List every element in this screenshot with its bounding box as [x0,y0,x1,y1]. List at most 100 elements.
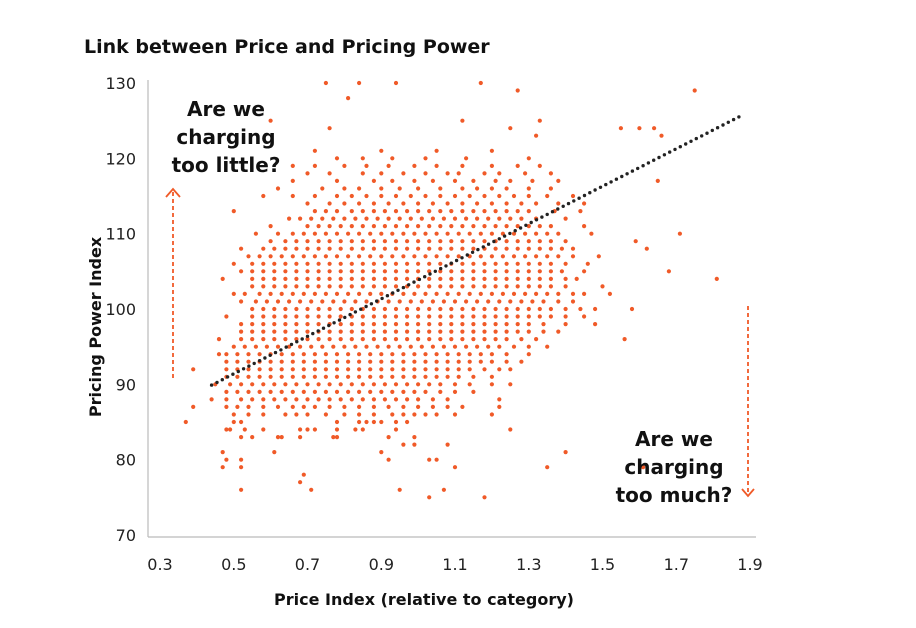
data-point [371,404,376,409]
data-point [519,216,524,221]
data-point [338,306,343,312]
data-point [250,329,255,334]
data-point [445,397,450,402]
trendline-dot [284,345,288,349]
data-point [327,224,332,229]
data-point [489,163,494,168]
data-point [449,269,454,274]
data-point [305,269,310,274]
data-point [360,171,365,176]
data-point [405,419,410,425]
data-point [379,148,384,153]
data-point [478,254,483,259]
trendline-dot [694,136,698,141]
data-point [275,344,281,349]
data-point [386,344,391,349]
trendline-dot [380,296,384,301]
data-point [309,344,314,349]
data-point [511,254,517,259]
data-point [497,367,502,372]
data-point [224,367,229,372]
y-tick-label: 80 [116,451,136,470]
data-point [338,397,343,402]
data-point [250,322,255,327]
data-point [231,419,236,425]
data-point [349,261,354,266]
data-point [471,306,476,312]
data-point [294,412,299,417]
data-point [519,359,524,364]
data-point [582,291,587,296]
data-point [456,367,461,372]
data-point [393,427,399,432]
data-point [405,397,410,402]
data-point [482,367,487,372]
data-point [589,231,594,236]
data-point [360,314,365,319]
data-point [301,352,306,357]
data-point [368,389,373,394]
data-point [578,209,583,214]
data-point [371,284,376,289]
data-point [449,329,454,334]
data-point [559,246,565,251]
data-point [548,246,554,251]
data-point [460,239,465,244]
data-point [246,352,251,357]
data-point [357,254,362,259]
annotation-line: too little? [172,153,281,177]
data-point [364,216,369,221]
data-point [386,299,391,304]
data-point [261,337,266,342]
data-point [534,231,539,236]
data-point [416,209,421,214]
data-point [475,216,480,221]
down-arrow-icon [741,306,755,498]
data-point [390,374,395,379]
data-point [334,367,340,372]
data-point [493,209,498,214]
data-point [342,412,347,417]
data-point [416,261,421,266]
data-point [338,314,343,319]
trendline-dot [636,166,640,171]
data-point [438,306,443,312]
data-point [382,329,387,334]
data-point [334,352,340,357]
data-point [382,209,387,214]
trendline-dot [492,239,496,244]
data-point [534,133,539,138]
data-point [382,397,387,402]
data-point [257,367,262,372]
data-point [323,209,328,214]
data-point [342,404,347,409]
data-point [401,352,406,357]
data-point [412,231,417,236]
data-point [467,352,472,357]
y-tick-label: 90 [116,375,136,394]
data-point [305,306,310,312]
data-point [563,306,568,312]
data-point [397,344,402,349]
data-point [250,269,255,274]
trendline-dot [737,115,741,119]
trendline-dot [518,226,523,230]
data-point [526,193,531,199]
data-point [427,457,432,462]
data-point [305,171,310,176]
data-point [390,389,395,394]
data-point [497,193,502,199]
data-point [349,239,354,244]
data-point [275,231,281,236]
data-point [493,269,498,274]
y-tick-label: 120 [105,149,136,168]
data-point [416,306,421,312]
data-point [445,404,450,409]
data-point [346,367,351,372]
data-point [434,148,439,153]
data-point [482,239,487,244]
data-point [393,314,399,319]
data-point [246,389,251,394]
trendline-dot [609,180,613,184]
data-point [390,352,395,357]
